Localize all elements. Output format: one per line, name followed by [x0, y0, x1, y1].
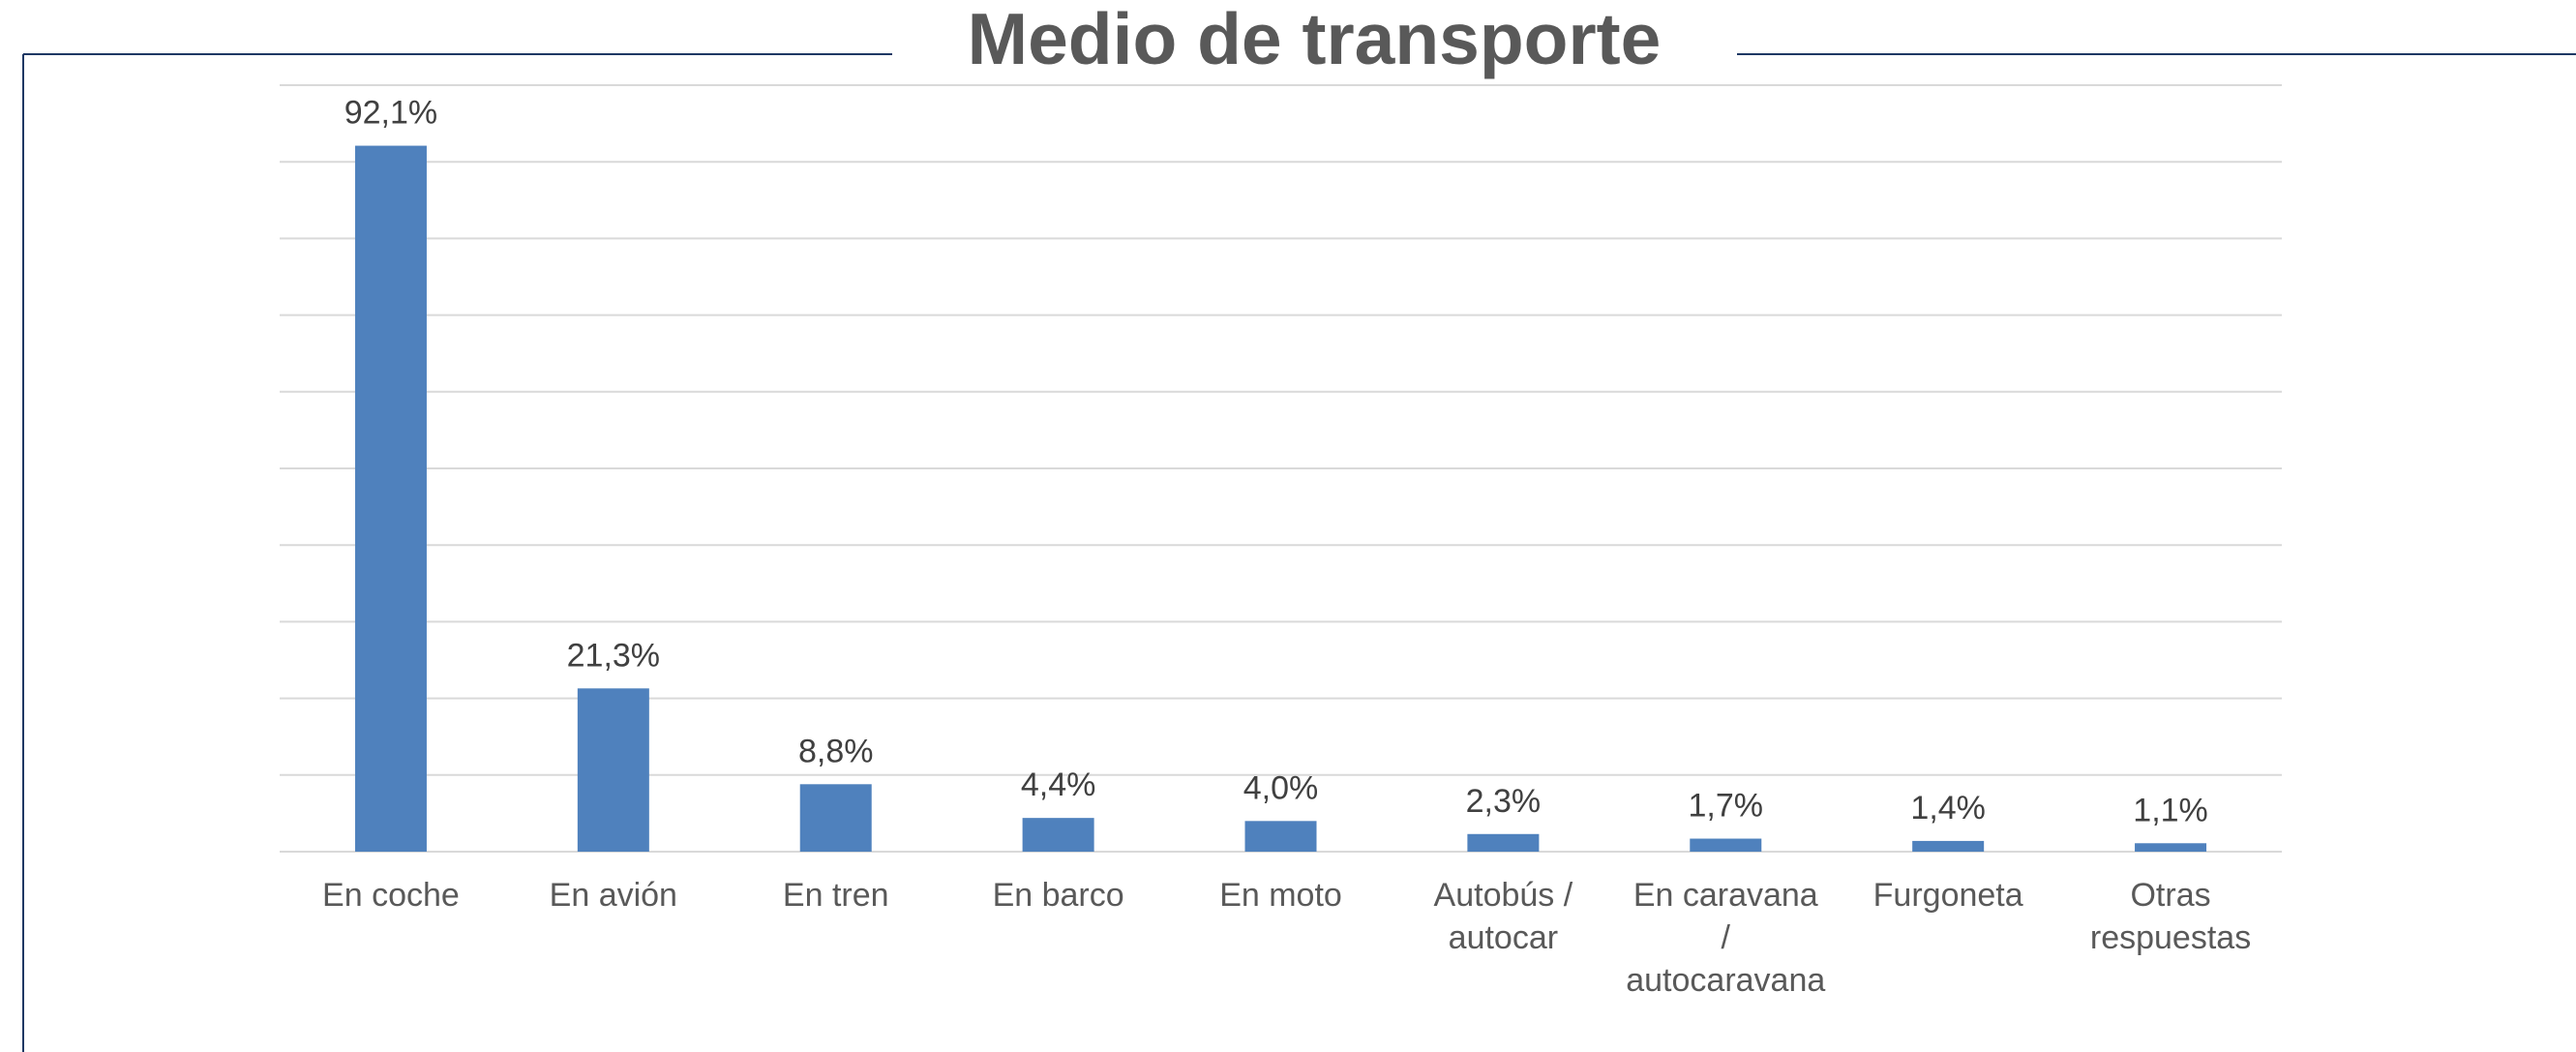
value-label: 1,1%: [2133, 792, 2208, 828]
value-label: 8,8%: [798, 733, 874, 769]
x-tick-label: En avión: [549, 877, 677, 914]
bar: [2135, 843, 2207, 852]
chart-title: Medio de transporte: [968, 0, 1662, 79]
x-tick-label: En moto: [1219, 877, 1342, 914]
bar: [1022, 818, 1094, 852]
value-label: 2,3%: [1466, 783, 1542, 820]
value-label: 92,1%: [344, 95, 437, 132]
bar: [1244, 821, 1317, 852]
bar: [1912, 840, 1985, 852]
value-label: 4,4%: [1021, 766, 1096, 803]
value-label: 1,4%: [1910, 790, 1986, 827]
bar: [799, 784, 872, 852]
x-tick-label: Autobús / autocar: [1433, 877, 1573, 956]
x-tick-label: En tren: [782, 877, 889, 914]
bar: [1690, 838, 1762, 852]
value-label: 4,0%: [1243, 769, 1319, 806]
x-tick-label: En caravana / autocaravana: [1626, 877, 1826, 999]
value-label: 21,3%: [567, 637, 660, 674]
bar: [354, 145, 427, 852]
x-tick-label: En coche: [322, 877, 460, 914]
value-label: 1,7%: [1689, 788, 1764, 825]
bar: [577, 688, 649, 852]
x-tick-label: Otras respuestas: [2089, 877, 2252, 956]
bar: [1467, 833, 1540, 852]
x-tick-label: En barco: [992, 877, 1124, 914]
x-tick-label: Furgoneta: [1872, 877, 2023, 914]
